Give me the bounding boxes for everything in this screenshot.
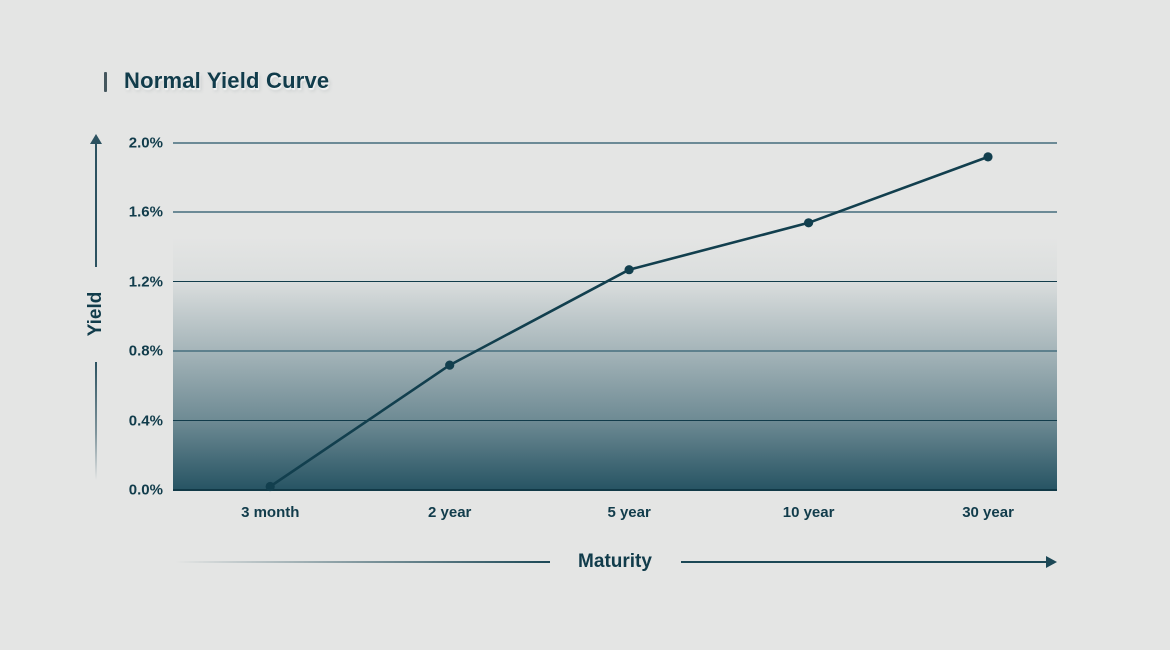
y-axis-line-upper <box>95 143 97 267</box>
y-tick-label-2.0%: 2.0% <box>128 134 163 152</box>
data-point-5-year <box>624 265 634 275</box>
y-tick-label-0.0%: 0.0% <box>128 481 163 499</box>
data-point-30-year <box>983 152 993 162</box>
title-accent-bar <box>104 72 107 92</box>
y-axis-line-lower <box>95 362 97 480</box>
x-tick-label-3-month: 3 month <box>241 504 300 521</box>
data-point-10-year <box>804 218 814 228</box>
x-tick-label-30-year: 30 year <box>962 504 1014 521</box>
x-axis-line-left <box>175 561 550 563</box>
y-axis-arrow-up-icon <box>90 134 102 144</box>
x-axis-arrow-right-icon <box>1046 556 1057 568</box>
plot-area <box>173 142 1057 492</box>
yield-curve-line <box>269 155 989 488</box>
y-tick-label-1.6%: 1.6% <box>128 203 163 221</box>
y-tick-label-0.8%: 0.8% <box>128 342 163 360</box>
yield-curve-series <box>265 152 993 492</box>
area-gradient-fill <box>173 143 1057 490</box>
x-axis-line-right <box>681 561 1046 563</box>
x-axis-title: Maturity <box>578 551 652 572</box>
data-point-3-month <box>265 481 275 492</box>
y-axis-title: Yield <box>85 291 106 337</box>
x-tick-label-5-year: 5 year <box>607 504 651 521</box>
y-tick-label-1.2%: 1.2% <box>128 273 163 291</box>
chart-title: Normal Yield Curve <box>124 68 330 93</box>
data-point-2-year <box>445 360 455 370</box>
x-tick-label-10-year: 10 year <box>782 504 835 521</box>
x-tick-label-2-year: 2 year <box>428 504 472 521</box>
y-tick-label-0.4%: 0.4% <box>128 412 163 430</box>
